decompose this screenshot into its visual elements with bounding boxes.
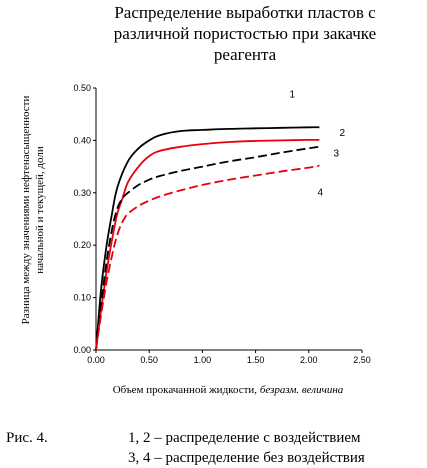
y-tick-label: 0.20	[73, 240, 91, 250]
curve-label-1: 1	[289, 89, 295, 100]
y-axis-title-line-1: Разница между значениями нефтенасыщеннос…	[20, 96, 32, 325]
chart-axes	[95, 88, 362, 351]
chart-title-line-1: Распределение выработки пластов с	[114, 3, 376, 22]
x-tick-label: 0.00	[87, 355, 105, 365]
caption-line-1: 1, 2 – распределение с воздействием	[128, 430, 361, 446]
chart-title-line-3: реагента	[213, 45, 277, 64]
curve-label-4: 4	[317, 188, 323, 199]
figure-label: Рис. 4.	[6, 430, 48, 446]
x-axis-title: Объем прокачанной жидкости, безразм. вел…	[113, 384, 344, 396]
y-tick-label: 0.40	[73, 135, 91, 145]
x-tick-label: 2.00	[300, 355, 318, 365]
y-tick-label: 0.10	[73, 293, 91, 303]
series-line-1	[95, 126, 320, 351]
chart-title-line-2: различной пористостью при закачке	[113, 24, 377, 43]
series-line-3	[95, 145, 320, 351]
chart-title: Распределение выработки пластов с различ…	[90, 2, 400, 65]
chart-curve-labels: 1 23 4	[289, 89, 345, 198]
x-tick-label: 2.50	[353, 355, 371, 365]
series-line-2	[95, 138, 320, 351]
curve-label-3: 3	[333, 149, 339, 160]
x-tick-label: 1.50	[247, 355, 265, 365]
chart-ticks: 0.00 0.50 1.00 1.50 2.00 2.50 0.00 0.10 0.20 0.30…	[73, 83, 370, 365]
caption-line-2: 3, 4 – распределение без воздействия	[128, 450, 365, 466]
x-axis-title-italic: безразм. величина	[260, 384, 344, 396]
x-tick-label: 0.50	[140, 355, 158, 365]
y-tick-label: 0.30	[73, 188, 91, 198]
x-tick-label: 1.00	[194, 355, 212, 365]
curve-label-2: 2	[339, 128, 345, 139]
y-tick-label: 0.50	[73, 83, 91, 93]
chart-plot: 0.00 0.50 1.00 1.50 2.00 2.50 0.00 0.10 0.20 0.30…	[20, 83, 371, 396]
y-tick-label: 0.00	[73, 345, 91, 355]
y-axis-title-line-2: начальной и текущей, доли	[34, 146, 46, 274]
chart-series	[95, 126, 320, 351]
x-axis-title-main: Объем прокачанной жидкости,	[113, 384, 260, 396]
series-line-4	[95, 164, 320, 351]
